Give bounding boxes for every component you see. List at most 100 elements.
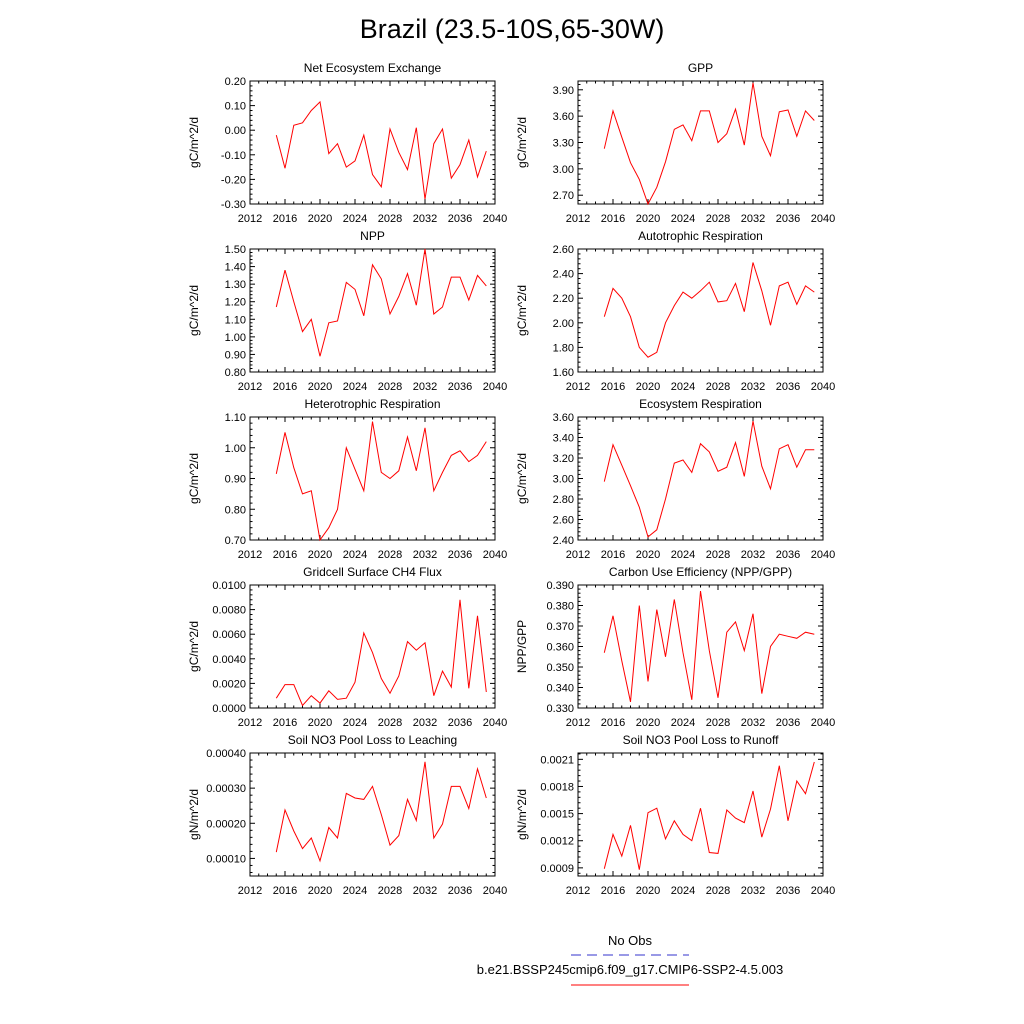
x-tick-label: 2028 [706,213,730,225]
x-tick-label: 2028 [706,885,730,897]
y-tick-label: 0.00040 [206,748,246,760]
x-tick-label: 2036 [448,213,472,225]
y-tick-label: 2.60 [553,244,574,256]
y-tick-label: 2.20 [553,293,574,305]
plot-frame [577,584,824,709]
x-tick-label: 2032 [741,717,765,729]
y-tick-label: 0.0000 [212,703,246,715]
y-tick-label: 0.330 [546,703,574,715]
x-tick-label: 2012 [238,885,262,897]
series-line [603,421,815,538]
x-tick-label: 2028 [378,213,402,225]
x-tick-label: 2024 [671,213,695,225]
y-axis-label: gN/m^2/d [187,789,201,840]
y-tick-label: 2.60 [553,515,574,527]
chart-panel: Ecosystem Respiration gC/m^2/d 2012 2016 202… [515,397,835,561]
y-tick-label: 0.20 [225,76,246,88]
y-axis-label: gC/m^2/d [515,285,529,336]
chart-title: Net Ecosystem Exchange [304,61,442,75]
x-tick-label: 2032 [741,213,765,225]
x-tick-label: 2012 [238,717,262,729]
plot-frame [577,416,824,541]
y-tick-label: 0.00010 [206,853,246,865]
y-tick-label: 0.0020 [212,678,246,690]
x-tick-label: 2028 [378,885,402,897]
x-tick-label: 2032 [741,885,765,897]
y-tick-label: 0.0009 [540,863,574,875]
y-tick-label: 0.00030 [206,783,246,795]
x-tick-label: 2040 [483,213,507,225]
x-tick-label: 2040 [811,549,835,561]
x-tick-label: 2024 [671,549,695,561]
series-line [275,599,487,707]
x-tick-label: 2016 [601,213,625,225]
y-axis-label: gC/m^2/d [515,117,529,168]
y-axis-label: gC/m^2/d [187,621,201,672]
x-tick-label: 2024 [343,885,367,897]
legend-label: b.e21.BSSP245cmip6.f09_g17.CMIP6-SSP2-4.… [477,962,783,977]
y-tick-label: 0.0021 [540,754,574,766]
x-tick-label: 2036 [776,549,800,561]
chart-panel: Soil NO3 Pool Loss to Leaching gN/m^2/d 20… [187,733,507,897]
x-tick-label: 2016 [273,717,297,729]
y-tick-label: 3.00 [553,474,574,486]
x-tick-label: 2024 [671,381,695,393]
y-tick-label: 0.0040 [212,654,246,666]
y-tick-label: 2.80 [553,494,574,506]
x-tick-label: 2012 [566,549,590,561]
x-tick-label: 2020 [636,381,660,393]
x-tick-label: 2020 [308,213,332,225]
chart-title: NPP [360,229,385,243]
x-tick-label: 2024 [343,717,367,729]
y-axis-label: gC/m^2/d [187,117,201,168]
x-tick-label: 2020 [636,213,660,225]
y-tick-label: 0.360 [546,642,574,654]
x-tick-label: 2028 [706,381,730,393]
y-tick-label: 1.00 [225,443,246,455]
x-tick-label: 2040 [483,549,507,561]
x-tick-label: 2036 [776,885,800,897]
x-tick-label: 2032 [741,549,765,561]
y-axis-label: gN/m^2/d [515,789,529,840]
y-tick-label: 2.70 [553,190,574,202]
chart-panel: GPP gC/m^2/d 2012 2016 2020 2024 2028 2032 2036 2… [515,61,835,225]
plot-frame [249,416,496,541]
x-tick-label: 2012 [238,213,262,225]
x-tick-label: 2012 [566,381,590,393]
chart-title: Heterotrophic Respiration [304,397,440,411]
legend: No Obs b.e21.BSSP245cmip6.f09_g17.CMIP6-S… [477,933,783,986]
plot-frame [577,752,824,877]
x-tick-label: 2024 [343,213,367,225]
plot-frame [577,248,824,373]
y-tick-label: 2.40 [553,535,574,547]
chart-panel: Autotrophic Respiration gC/m^2/d 2012 2016 2… [515,229,835,393]
chart-panel: Carbon Use Efficiency (NPP/GPP) NPP/GPP 20… [515,565,835,729]
y-tick-label: 3.30 [553,138,574,150]
x-tick-label: 2032 [413,885,437,897]
x-tick-label: 2024 [343,381,367,393]
y-tick-label: 0.80 [225,367,246,379]
y-tick-label: 1.20 [225,297,246,309]
chart-panel: NPP gC/m^2/d 2012 2016 2020 2024 2028 2032 2036 2… [187,229,507,393]
x-tick-label: 2016 [601,381,625,393]
y-tick-label: 0.390 [546,580,574,592]
y-tick-label: 0.70 [225,535,246,547]
y-tick-label: 3.40 [553,433,574,445]
x-tick-label: 2028 [706,717,730,729]
chart-title: Autotrophic Respiration [638,229,763,243]
x-tick-label: 2020 [636,717,660,729]
y-tick-label: 0.0060 [212,629,246,641]
y-tick-label: 1.00 [225,332,246,344]
x-tick-label: 2016 [273,381,297,393]
y-tick-label: 0.80 [225,504,246,516]
chart-panel: Net Ecosystem Exchange gC/m^2/d 2012 2016 20… [187,61,507,225]
x-tick-label: 2040 [811,213,835,225]
y-tick-label: 3.00 [553,164,574,176]
chart-title: Carbon Use Efficiency (NPP/GPP) [609,565,792,579]
chart-panel: Gridcell Surface CH4 Flux gC/m^2/d 2012 201… [187,565,507,729]
y-tick-label: 2.40 [553,269,574,281]
y-tick-label: 0.10 [225,101,246,113]
y-tick-label: 1.10 [225,314,246,326]
series-line [275,248,487,357]
x-tick-label: 2012 [238,381,262,393]
